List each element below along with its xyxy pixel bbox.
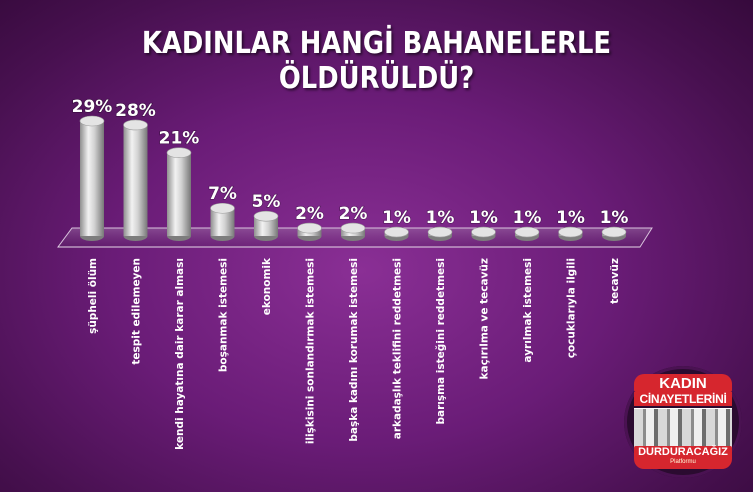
bar-2 (166, 147, 192, 241)
value-label-4: 5% (252, 192, 281, 212)
value-label-1: 28% (115, 101, 156, 121)
bar-9 (471, 226, 496, 241)
value-label-3: 7% (208, 184, 237, 204)
bar-body-0 (80, 121, 104, 236)
category-label-9: kaçırılma ve tecavüz (479, 258, 491, 379)
logo-line-1: KADIN (634, 374, 732, 392)
bar-top-11 (558, 226, 583, 238)
value-label-0: 29% (72, 97, 113, 117)
bar-top-0 (79, 115, 105, 127)
bar-4 (253, 210, 279, 241)
bar-1 (123, 119, 148, 241)
logo-bottom-band: DURDURACAĞIZ Platformu (634, 446, 732, 469)
bar-top-5 (297, 222, 322, 234)
value-label-7: 1% (382, 208, 411, 228)
bar-top-4 (253, 210, 279, 222)
bar-top-1 (123, 119, 148, 131)
category-label-0: şüpheli ölüm (87, 258, 99, 334)
bar-top-9 (471, 226, 496, 238)
bar-10 (514, 226, 540, 241)
category-label-2: kendi hayatına dair karar alması (174, 258, 186, 450)
bar-top-6 (340, 222, 366, 234)
category-label-3: boşanmak istemesi (218, 258, 230, 372)
chart-title: KADINLAR HANGİ BAHANELERLE ÖLDÜRÜLDÜ? (141, 26, 612, 96)
category-label-1: tespit edilemeyen (131, 258, 143, 365)
logo-line-2: CİNAYETLERİNİ (634, 392, 732, 406)
category-label-7: arkadaşlık teklifini reddetmesi (392, 258, 404, 439)
platform-logo: KADIN CİNAYETLERİNİ DURDURACAĞIZ Platfor… (624, 366, 742, 478)
bar-top-8 (427, 226, 453, 238)
bar-11 (558, 226, 583, 241)
faces-collage-icon (634, 408, 732, 448)
logo-line-3: DURDURACAĞIZ (638, 446, 728, 458)
value-label-5: 2% (295, 204, 324, 224)
category-label-12: tecavüz (609, 258, 621, 304)
value-label-12: 1% (600, 208, 629, 228)
bar-body-1 (123, 124, 148, 236)
bar-0 (79, 115, 105, 241)
bar-8 (427, 226, 453, 241)
bars-group: 29% şüpheli ölüm 28% tespit edilemeyen 21% ke… (71, 96, 629, 450)
bar-12 (601, 226, 627, 241)
value-label-6: 2% (339, 204, 368, 224)
bar-top-12 (601, 226, 627, 238)
value-label-8: 1% (426, 208, 455, 228)
bar-top-7 (384, 226, 409, 238)
bar-top-2 (166, 147, 192, 159)
value-label-10: 1% (513, 208, 542, 228)
value-label-11: 1% (556, 208, 585, 228)
value-label-2: 21% (159, 129, 200, 149)
bar-3 (210, 202, 235, 241)
bar-top-3 (210, 202, 235, 214)
bar-7 (384, 226, 409, 241)
category-label-8: barışma isteğini reddetmesi (435, 258, 447, 425)
category-label-5: ilişkisini sonlandırmak istemesi (305, 258, 317, 444)
category-label-10: ayrılmak istemesi (522, 258, 534, 363)
category-label-4: ekonomik (261, 257, 273, 315)
bar-6 (340, 222, 366, 241)
bar-body-4 (254, 216, 278, 236)
bar-top-10 (514, 226, 540, 238)
bar-5 (297, 222, 322, 241)
bar-body-2 (167, 152, 191, 236)
category-label-11: çocuklarıyla ilgili (566, 258, 578, 358)
value-label-9: 1% (469, 208, 498, 228)
logo-line-4: Platformu (670, 459, 696, 465)
category-label-6: başka kadını korumak istemesi (348, 258, 360, 442)
